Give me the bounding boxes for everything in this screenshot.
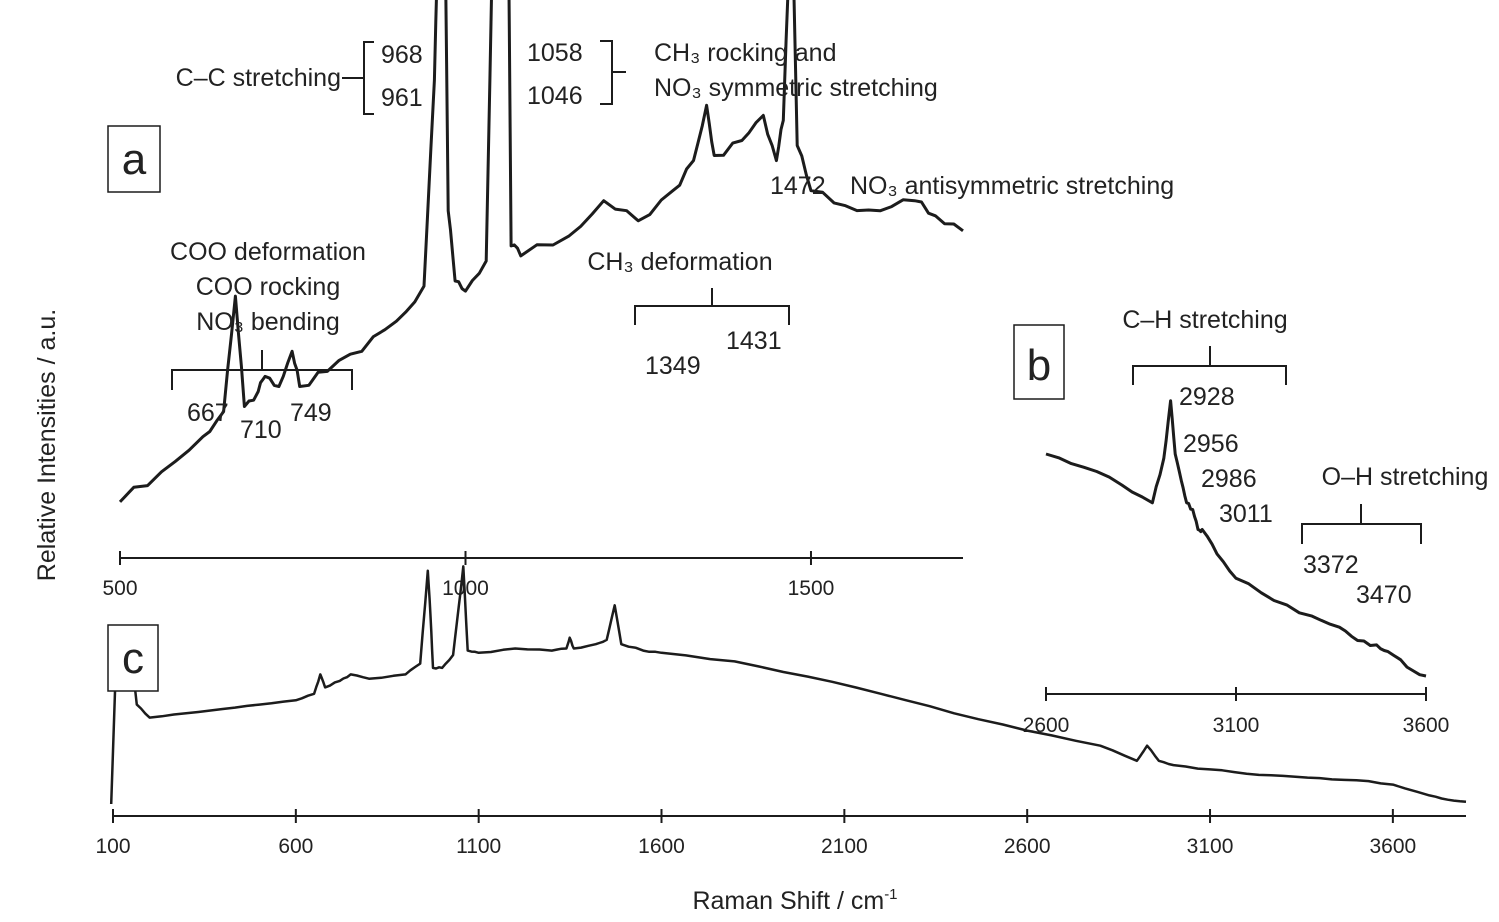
tick-label-c-1600: 1600 bbox=[638, 835, 685, 858]
tick-label-c-2100: 2100 bbox=[821, 835, 868, 858]
peak-label-710: 710 bbox=[240, 416, 282, 444]
annotation-no3-bending: NO₃ bending bbox=[196, 308, 340, 336]
panel-a-letter-box bbox=[107, 125, 161, 193]
peak-label-1472: 1472 bbox=[770, 172, 826, 200]
x-axis-title: Raman Shift / cm-1 bbox=[692, 886, 897, 915]
bracket-ch bbox=[1132, 346, 1287, 385]
x-axis-title-superscript: -1 bbox=[884, 886, 897, 903]
peak-label-1431: 1431 bbox=[726, 327, 782, 355]
panel-c-ticks: 100 600 1100 1600 2100 2600 3100 3600 bbox=[95, 809, 1416, 858]
tick-label-a-500: 500 bbox=[102, 577, 137, 600]
annotation-oh-stretching: O–H stretching bbox=[1322, 463, 1489, 491]
peak-label-961: 961 bbox=[381, 84, 423, 112]
annotation-coo-rocking: COO rocking bbox=[196, 273, 340, 301]
bracket-ch3-rocking bbox=[600, 40, 626, 105]
peak-label-3470: 3470 bbox=[1356, 581, 1412, 609]
panel-c-spectrum bbox=[109, 565, 1467, 805]
annotation-no3-antisymmetric: NO₃ antisymmetric stretching bbox=[850, 172, 1174, 200]
panel-b-spectrum bbox=[1045, 399, 1427, 678]
annotation-coo-deformation: COO deformation bbox=[170, 238, 366, 266]
annotation-ch3-deformation: CH₃ deformation bbox=[587, 248, 772, 276]
peak-label-968: 968 bbox=[381, 41, 423, 69]
panel-b-letter-box bbox=[1013, 324, 1065, 400]
peak-label-1349: 1349 bbox=[645, 352, 701, 380]
y-axis-title: Relative Intensities / a.u. bbox=[33, 309, 61, 581]
tick-label-b-3600: 3600 bbox=[1403, 714, 1450, 737]
panel-b-letter: b bbox=[1027, 341, 1051, 390]
peak-label-1046: 1046 bbox=[527, 82, 583, 110]
bracket-cc bbox=[342, 41, 374, 115]
peak-label-3011: 3011 bbox=[1219, 500, 1273, 528]
panel-a-letter: a bbox=[122, 135, 147, 184]
panel-b: 2600 3100 3600 b C–H stretching 2928 2956 … bbox=[1013, 306, 1489, 737]
peak-label-2928: 2928 bbox=[1179, 383, 1235, 411]
peak-label-3372: 3372 bbox=[1303, 551, 1359, 579]
tick-label-c-3600: 3600 bbox=[1370, 835, 1417, 858]
peak-label-2956: 2956 bbox=[1183, 430, 1239, 458]
bracket-ch3-deformation bbox=[634, 288, 790, 325]
annotation-no3-symmetric: NO₃ symmetric stretching bbox=[654, 74, 938, 102]
peak-label-749: 749 bbox=[290, 399, 332, 427]
peak-label-2986: 2986 bbox=[1201, 465, 1257, 493]
panel-c-letter: c bbox=[122, 634, 144, 683]
annotation-ch-stretching: C–H stretching bbox=[1122, 306, 1287, 334]
tick-label-a-1500: 1500 bbox=[788, 577, 835, 600]
tick-label-c-2600: 2600 bbox=[1004, 835, 1051, 858]
panel-c-letter-box bbox=[107, 624, 159, 692]
tick-label-c-1100: 1100 bbox=[456, 835, 501, 858]
tick-label-c-600: 600 bbox=[278, 835, 313, 858]
x-axis-title-main: Raman Shift / cm bbox=[692, 887, 884, 915]
annotation-cc-stretching: C–C stretching bbox=[176, 64, 341, 92]
panel-a: 500 1000 1500 a C–C stretching 968 961 105… bbox=[102, 0, 1174, 600]
tick-label-b-3100: 3100 bbox=[1213, 714, 1260, 737]
peak-label-1058: 1058 bbox=[527, 39, 583, 67]
annotation-ch3-rocking: CH₃ rocking and bbox=[654, 39, 836, 67]
tick-label-c-3100: 3100 bbox=[1187, 835, 1234, 858]
bracket-oh bbox=[1301, 504, 1422, 544]
bracket-coo bbox=[171, 350, 353, 390]
peak-label-667: 667 bbox=[187, 399, 229, 427]
panel-c: 100 600 1100 1600 2100 2600 3100 3600 c bbox=[95, 565, 1467, 858]
tick-label-c-100: 100 bbox=[95, 835, 130, 858]
panel-a-spectrum bbox=[118, 0, 964, 503]
